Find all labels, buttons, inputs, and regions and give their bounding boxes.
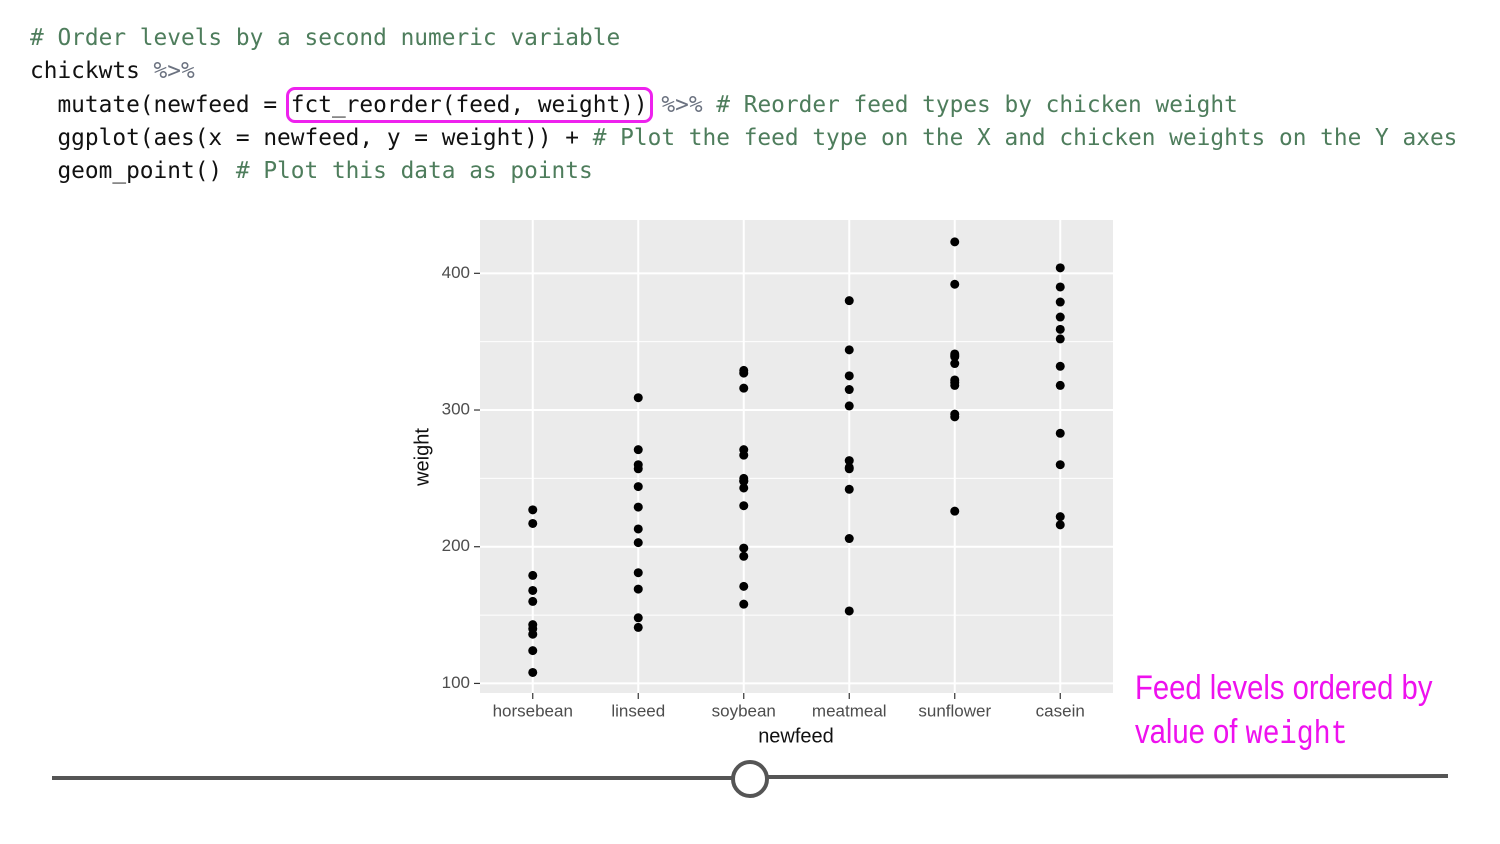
annotation-line: Feed levels ordered by — [1135, 669, 1433, 707]
point — [1055, 263, 1065, 273]
point — [844, 456, 854, 466]
annotation-line: value of weight — [1135, 710, 1432, 757]
x-tick-label: horsebean — [493, 701, 573, 720]
point — [1055, 312, 1065, 322]
slider-knob[interactable] — [731, 760, 769, 798]
point — [633, 524, 643, 534]
point — [633, 502, 643, 512]
point — [633, 393, 643, 403]
point — [528, 585, 538, 595]
point — [1055, 324, 1065, 334]
point — [739, 483, 749, 493]
point — [844, 534, 854, 544]
annotation-code: weight — [1245, 716, 1348, 753]
point — [739, 581, 749, 591]
point — [633, 482, 643, 492]
point — [844, 462, 854, 472]
point — [950, 506, 960, 516]
x-tick-label: meatmeal — [812, 701, 887, 720]
annotation-text: value of — [1135, 713, 1238, 751]
point — [633, 568, 643, 578]
point — [1055, 297, 1065, 307]
y-tick-label: 100 — [442, 673, 470, 692]
y-tick-label: 300 — [442, 400, 470, 419]
panel — [480, 220, 1113, 693]
point — [739, 599, 749, 609]
point — [528, 505, 538, 515]
point — [739, 543, 749, 553]
point — [1055, 428, 1065, 438]
point — [739, 383, 749, 393]
point — [844, 296, 854, 306]
point — [633, 538, 643, 548]
point — [633, 464, 643, 474]
x-tick-label: linseed — [611, 701, 665, 720]
point — [1055, 282, 1065, 292]
point — [528, 518, 538, 528]
point — [1055, 512, 1065, 522]
point — [950, 279, 960, 289]
point — [633, 622, 643, 632]
code-line: mutate(newfeed = fct_reorder(feed, weigh… — [30, 86, 1457, 123]
point — [844, 345, 854, 355]
point — [1055, 380, 1065, 390]
code-token: chickwts — [30, 58, 140, 85]
point — [844, 385, 854, 395]
point — [950, 349, 960, 359]
y-tick-label: 400 — [442, 263, 470, 282]
code-token: # Order levels by a second numeric varia… — [30, 25, 621, 51]
point — [739, 450, 749, 460]
code-token: %>% — [647, 91, 703, 118]
code-block: # Order levels by a second numeric varia… — [30, 22, 1457, 188]
point — [950, 237, 960, 247]
point — [633, 613, 643, 623]
x-tick-label: soybean — [712, 701, 776, 720]
point — [739, 365, 749, 375]
point — [739, 551, 749, 561]
point — [528, 667, 538, 677]
point — [1055, 520, 1065, 530]
code-token: %>% — [139, 58, 195, 85]
code-token: ggplot(aes(x = newfeed, y = weight)) + — [30, 124, 579, 151]
code-line: chickwts %>% — [30, 55, 1457, 88]
code-token: # Plot this data as points — [222, 158, 593, 185]
x-tick-label: casein — [1036, 701, 1085, 720]
x-axis-title: newfeed — [758, 725, 834, 747]
point — [633, 584, 643, 594]
point — [844, 371, 854, 381]
point — [844, 484, 854, 494]
point — [1055, 460, 1065, 470]
point — [1055, 361, 1065, 371]
point — [844, 401, 854, 411]
slider-track — [767, 774, 1449, 779]
code-token: geom_point() — [30, 158, 223, 185]
point — [1055, 334, 1065, 344]
marks — [528, 237, 1065, 677]
point — [633, 445, 643, 455]
code-line: ggplot(aes(x = newfeed, y = weight)) + #… — [30, 122, 1457, 155]
point — [950, 359, 960, 369]
code-token: # Plot the feed type on the X and chicke… — [579, 124, 1458, 151]
code-line: geom_point() # Plot this data as points — [30, 155, 1457, 188]
code-token: fct_reorder(feed, weight)) — [285, 86, 653, 123]
code-token: mutate(newfeed = — [30, 91, 291, 118]
point — [528, 570, 538, 580]
point — [844, 606, 854, 616]
point — [739, 476, 749, 486]
annotation: Feed levels ordered by value of weight — [1135, 666, 1432, 757]
y-axis-title: weight — [411, 428, 433, 487]
point — [528, 646, 538, 656]
x-tick-label: sunflower — [918, 701, 991, 720]
point — [528, 596, 538, 606]
code-token: # Reorder feed types by chicken weight — [702, 91, 1238, 118]
point — [739, 501, 749, 511]
point — [528, 624, 538, 634]
y-tick-label: 200 — [442, 536, 470, 555]
code-line: # Order levels by a second numeric varia… — [30, 22, 1457, 55]
point — [950, 380, 960, 390]
point — [950, 409, 960, 419]
